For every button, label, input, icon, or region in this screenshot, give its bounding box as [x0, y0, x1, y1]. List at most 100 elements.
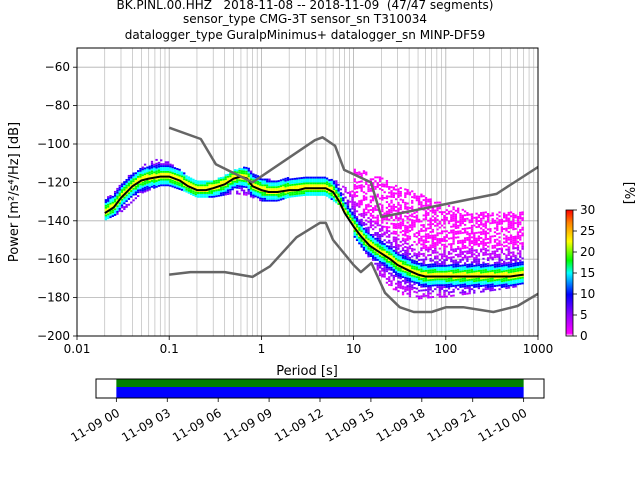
- density-cell: [447, 281, 451, 284]
- density-cell: [394, 240, 398, 243]
- density-cell: [314, 180, 317, 183]
- density-cell: [484, 265, 487, 268]
- density-cell: [484, 247, 487, 250]
- density-cell: [519, 278, 522, 281]
- density-cell: [509, 226, 513, 229]
- density-cell: [507, 227, 510, 230]
- density-cell: [139, 177, 142, 180]
- density-cell: [125, 194, 128, 197]
- density-cell: [496, 250, 499, 253]
- density-cell: [496, 229, 499, 231]
- density-cell: [406, 206, 409, 209]
- density-cell: [468, 236, 471, 239]
- density-cell: [436, 257, 439, 260]
- density-cell: [417, 282, 421, 285]
- density-cell: [457, 224, 460, 227]
- density-cell: [516, 281, 520, 284]
- density-cell: [440, 238, 444, 240]
- density-cell: [411, 284, 414, 287]
- density-cell: [415, 264, 418, 267]
- density-cell: [496, 261, 499, 264]
- density-cell: [422, 277, 425, 280]
- density-cell: [245, 170, 248, 173]
- density-cell: [477, 277, 481, 280]
- density-cell: [249, 189, 253, 192]
- density-cell: [452, 279, 455, 282]
- density-cell: [457, 221, 460, 223]
- density-cell: [208, 192, 211, 194]
- density-cell: [475, 226, 478, 229]
- density-cell: [399, 208, 402, 211]
- density-cell: [332, 199, 336, 202]
- density-cell: [496, 273, 499, 276]
- density-cell: [178, 174, 181, 177]
- density-cell: [390, 268, 393, 271]
- density-cell: [434, 201, 437, 204]
- density-cell: [457, 265, 460, 268]
- density-cell: [365, 206, 368, 209]
- density-cell: [365, 223, 368, 226]
- density-cell: [486, 218, 490, 221]
- density-cell: [401, 239, 405, 242]
- density-cell: [427, 296, 430, 299]
- density-cell: [376, 182, 379, 185]
- density-cell: [411, 215, 414, 218]
- density-cell: [190, 179, 193, 182]
- density-cell: [434, 224, 437, 227]
- density-cell: [261, 182, 264, 185]
- density-cell: [399, 262, 402, 264]
- density-cell: [512, 280, 515, 283]
- density-cell: [275, 195, 278, 198]
- density-cell: [252, 175, 255, 178]
- density-cell: [450, 214, 453, 217]
- density-cell: [376, 247, 379, 250]
- density-cell: [291, 193, 294, 196]
- density-cell: [185, 175, 188, 178]
- density-cell: [486, 264, 490, 267]
- density-cell: [344, 204, 347, 207]
- density-cell: [371, 182, 375, 185]
- density-cell: [323, 184, 326, 187]
- density-cell: [300, 186, 303, 189]
- density-cell: [332, 182, 336, 185]
- density-cell: [466, 277, 469, 280]
- density-cell: [459, 214, 462, 217]
- density-cell: [498, 253, 501, 256]
- density-cell: [185, 190, 188, 193]
- density-cell: [381, 225, 384, 228]
- density-cell: [401, 222, 405, 225]
- density-cell: [519, 261, 522, 264]
- density-cell: [461, 291, 464, 294]
- density-cell: [295, 179, 299, 182]
- density-cell: [173, 182, 177, 185]
- density-cell: [284, 195, 287, 198]
- density-cell: [466, 217, 469, 220]
- density-cell: [413, 279, 416, 282]
- density-cell: [385, 201, 389, 204]
- density-cell: [166, 163, 170, 166]
- density-cell: [134, 193, 138, 196]
- density-cell: [245, 184, 248, 187]
- density-cell: [411, 199, 414, 202]
- density-cell: [404, 194, 407, 197]
- density-cell: [507, 282, 510, 285]
- density-cell: [397, 280, 400, 283]
- density-cell: [300, 178, 303, 181]
- density-cell: [231, 174, 234, 177]
- density-cell: [383, 256, 386, 259]
- density-cell: [153, 175, 156, 178]
- density-cell: [111, 211, 114, 214]
- density-cell: [445, 282, 448, 285]
- density-cell: [342, 201, 345, 204]
- density-cell: [429, 221, 432, 224]
- density-cell: [247, 188, 250, 191]
- density-cell: [440, 240, 444, 242]
- density-cell: [417, 276, 421, 279]
- density-cell: [514, 239, 517, 242]
- density-cell: [431, 242, 435, 245]
- density-cell: [422, 258, 425, 261]
- density-cell: [213, 187, 216, 190]
- density-cell: [404, 196, 407, 199]
- density-cell: [477, 239, 481, 242]
- density-cell: [482, 211, 485, 214]
